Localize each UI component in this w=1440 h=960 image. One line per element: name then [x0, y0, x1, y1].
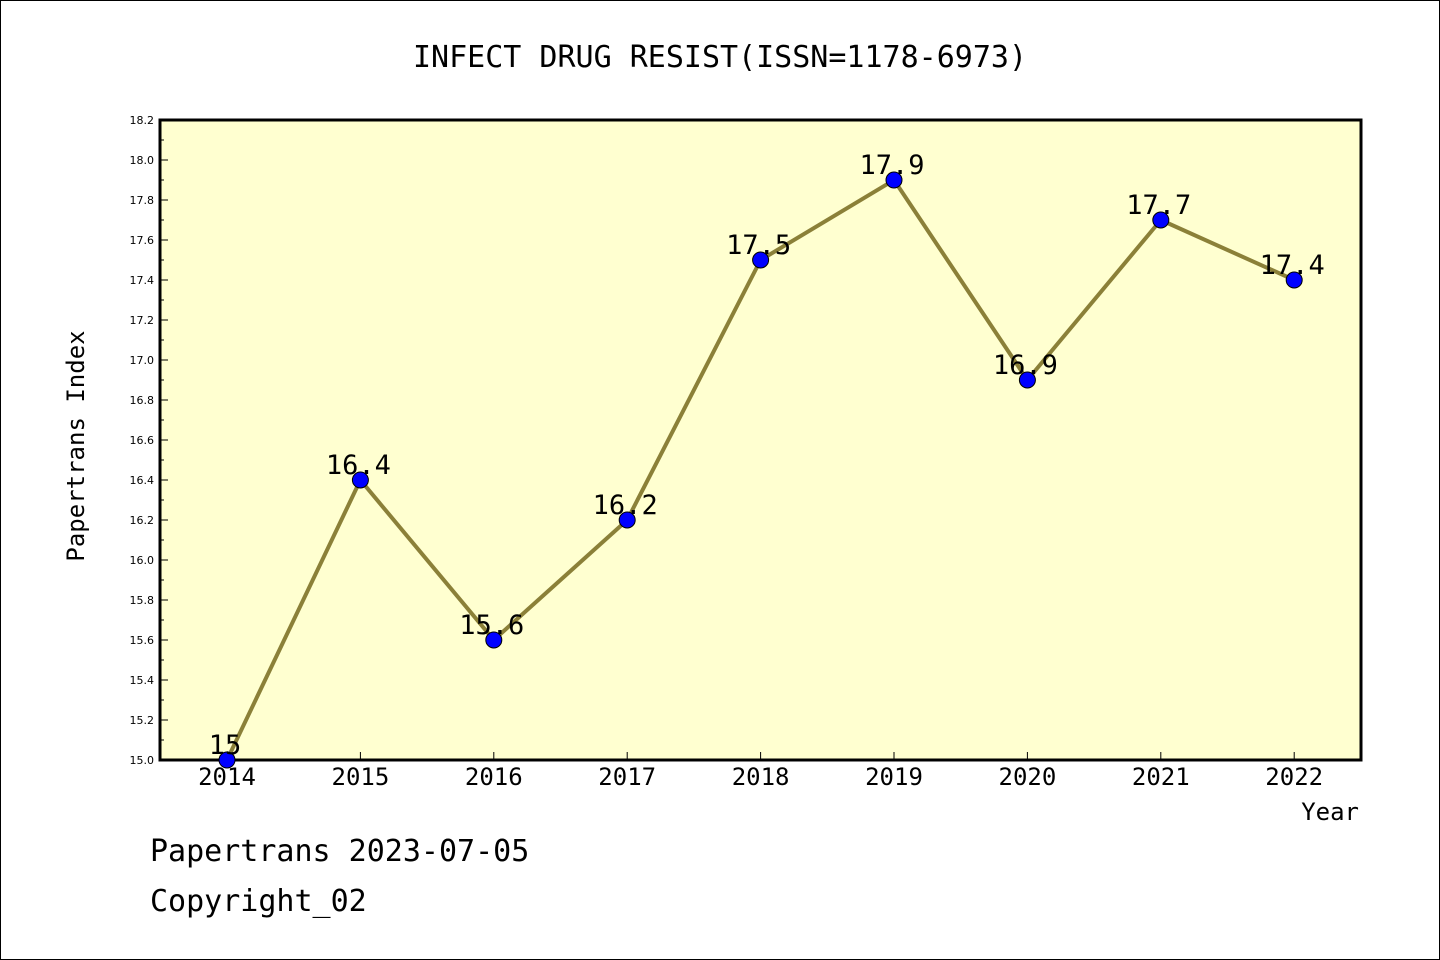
data-label: 17.4 [1260, 250, 1325, 281]
x-tick-label: 2020 [999, 763, 1057, 791]
x-tick-label: 2017 [598, 763, 656, 791]
footer-date: Papertrans 2023-07-05 [150, 834, 530, 869]
x-tick-label: 2016 [465, 763, 523, 791]
data-label: 16.9 [993, 350, 1058, 381]
data-point [485, 631, 503, 649]
data-label: 16.4 [326, 450, 391, 481]
y-axis-label: Papertrans Index [62, 330, 90, 561]
x-tick-label: 2019 [865, 763, 923, 791]
y-tick-label: 15.4 [130, 674, 155, 687]
y-tick-label: 18.0 [130, 154, 155, 167]
y-tick-label: 16.8 [130, 394, 155, 407]
data-label: 15.6 [459, 610, 524, 641]
footer-copyright: Copyright_02 [150, 884, 367, 919]
y-tick-label: 17.4 [130, 274, 155, 287]
data-series: 15 16.4 15.6 16.2 17.5 17.9 16.9 17.7 17.4 [209, 150, 1325, 769]
data-label: 15 [209, 730, 242, 761]
data-point [752, 251, 770, 269]
y-tick-label: 16.2 [130, 514, 155, 527]
data-point [1018, 371, 1036, 389]
y-tick-label: 17.6 [130, 234, 155, 247]
data-point [1285, 271, 1303, 289]
data-label: 17.5 [726, 230, 791, 261]
data-point [351, 471, 369, 489]
data-point [885, 171, 903, 189]
y-axis: 15.0 15.2 15.4 15.6 15.8 16.0 16.2 16.4 16.6 16.8… [130, 114, 168, 767]
x-tick-label: 2015 [332, 763, 390, 791]
data-point [618, 511, 636, 529]
x-axis: 2014 2015 2016 2017 2018 2019 2020 2021 2022 [198, 752, 1323, 791]
x-axis-label: Year [1301, 798, 1359, 826]
y-tick-label: 17.8 [130, 194, 155, 207]
y-tick-label: 18.2 [130, 114, 155, 127]
y-tick-label: 16.6 [130, 434, 155, 447]
y-tick-label: 17.0 [130, 354, 155, 367]
y-tick-label: 17.2 [130, 314, 155, 327]
y-tick-label: 15.0 [130, 754, 155, 767]
data-point [1152, 211, 1170, 229]
chart-title: INFECT DRUG RESIST(ISSN=1178-6973) [413, 40, 1027, 75]
data-label: 17.7 [1126, 190, 1191, 221]
x-tick-label: 2018 [732, 763, 790, 791]
data-point [218, 751, 236, 769]
y-tick-label: 16.0 [130, 554, 155, 567]
x-tick-label: 2021 [1132, 763, 1190, 791]
data-label: 16.2 [593, 490, 658, 521]
data-label: 17.9 [859, 150, 924, 181]
y-tick-label: 16.4 [130, 474, 155, 487]
y-tick-label: 15.8 [130, 594, 155, 607]
y-tick-label: 15.2 [130, 714, 155, 727]
x-tick-label: 2022 [1265, 763, 1323, 791]
y-tick-label: 15.6 [130, 634, 155, 647]
